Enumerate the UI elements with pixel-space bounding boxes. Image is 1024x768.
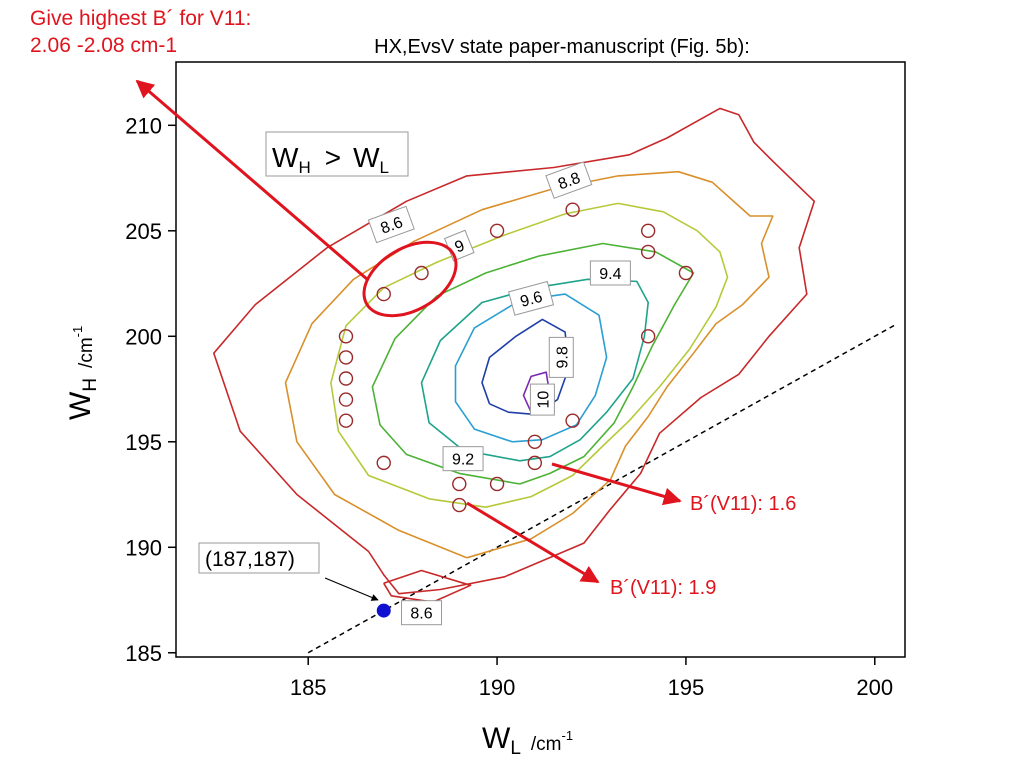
svg-text:9.2: 9.2 — [452, 452, 474, 469]
y-tick-label-0: 185 — [125, 641, 162, 666]
scatter-point-0 — [376, 286, 391, 302]
contour-9-8-7 — [481, 318, 570, 416]
scatter-point-4 — [640, 223, 656, 238]
note-line-1: Give highest B´ for V11: — [30, 7, 251, 30]
arrow-to-note — [135, 79, 369, 282]
contour-8-8-2 — [284, 170, 774, 559]
inset-w2: W — [353, 142, 380, 173]
contour-label-7: 9.2 — [442, 446, 484, 472]
reference-point-dot — [376, 603, 391, 618]
x-tick-label-3: 200 — [856, 675, 893, 700]
label-b19: B´(V11): 1.9 — [610, 577, 716, 599]
contour-label-2: 9 — [443, 229, 475, 262]
inset-sub1: H — [298, 158, 310, 177]
scatter-point-12 — [338, 413, 354, 428]
x-tick-label-2: 195 — [668, 675, 705, 700]
y-axis-label: WH/cm-1 — [64, 326, 101, 420]
scatter-points — [338, 202, 694, 513]
note-line-2: 2.06 -2.08 cm-1 — [30, 34, 177, 57]
contour-9-6-6 — [454, 293, 608, 443]
plot-frame — [175, 61, 906, 658]
svg-text:9.4: 9.4 — [599, 266, 621, 283]
reference-label: (187,187) — [205, 548, 295, 571]
scatter-point-19 — [565, 413, 580, 428]
scatter-point-7 — [640, 329, 656, 344]
scatter-point-2 — [489, 223, 505, 238]
contour-label-8: 8.6 — [401, 600, 443, 626]
x-tick-label-1: 190 — [479, 675, 516, 700]
scatter-point-18 — [527, 455, 543, 471]
contour-label-1: 8.6 — [367, 205, 415, 244]
diagonal-dashed-line — [307, 322, 898, 654]
highlight-ellipse — [362, 240, 458, 318]
y-tick-label-2: 195 — [125, 430, 162, 455]
scatter-point-13 — [376, 455, 391, 471]
chart-title: HX,EvsV state paper-manuscript (Fig. 5b)… — [374, 36, 750, 58]
inset-label: WH > WL — [265, 131, 409, 177]
x-tick-label-0: 185 — [290, 675, 327, 700]
diagonal-line — [307, 322, 898, 654]
y-tick-label-1: 190 — [125, 535, 162, 560]
inset-w1: W — [272, 142, 299, 173]
y-tick-label-4: 205 — [125, 219, 162, 244]
x-axis-label: WL/cm-1 — [482, 722, 573, 759]
y-tick-label-3: 200 — [125, 324, 162, 349]
contour-label-5: 9.8 — [548, 336, 574, 378]
contour-labels: 8.8 8.6 9 9.4 9.6 9.8 10 9.2 8.6 — [367, 161, 631, 626]
y-tick-label-5: 210 — [125, 113, 162, 138]
scatter-point-6 — [678, 265, 694, 281]
scatter-point-9 — [338, 350, 354, 365]
svg-text:9.6: 9.6 — [518, 289, 544, 311]
scatter-point-8 — [338, 329, 354, 344]
reference-callout: (187,187) — [198, 542, 379, 601]
contour-label-6: 10 — [529, 383, 555, 416]
scatter-point-1 — [414, 265, 429, 281]
contour-lines — [213, 107, 816, 603]
contour-label-0: 8.8 — [545, 161, 593, 199]
svg-text:WH>WL: WH > WL — [272, 142, 389, 177]
scatter-point-14 — [452, 476, 467, 492]
scatter-point-16 — [489, 476, 505, 492]
scatter-point-5 — [640, 244, 656, 260]
contour-9-2-4 — [371, 242, 695, 485]
contour-label-4: 9.6 — [508, 280, 555, 316]
scatter-point-3 — [565, 202, 580, 217]
inset-op: > — [325, 142, 341, 173]
svg-text:9.8: 9.8 — [554, 346, 571, 368]
contour-8-6-1 — [383, 569, 472, 603]
inset-sub2: L — [380, 158, 389, 177]
contour-8-6-0 — [213, 107, 816, 595]
label-b16: B´(V11): 1.6 — [690, 493, 796, 515]
svg-text:10: 10 — [535, 391, 552, 409]
svg-text:8.8: 8.8 — [556, 170, 583, 194]
arrow-b19 — [466, 501, 600, 584]
scatter-point-11 — [338, 392, 354, 407]
contour-9-3 — [330, 202, 729, 508]
arrow-b16 — [551, 462, 682, 506]
contour-label-3: 9.4 — [589, 260, 631, 286]
scatter-point-10 — [338, 371, 354, 386]
scatter-point-17 — [527, 434, 543, 449]
svg-text:8.6: 8.6 — [410, 606, 432, 623]
svg-text:8.6: 8.6 — [378, 214, 405, 238]
axes: 185 190 195 200 185 190 195 200 205 210 — [125, 113, 893, 700]
scatter-point-15 — [452, 497, 467, 513]
